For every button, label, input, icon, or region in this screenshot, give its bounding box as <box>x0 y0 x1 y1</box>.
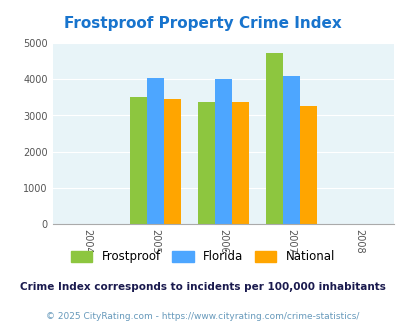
Bar <box>163 99 180 224</box>
Bar <box>265 53 282 224</box>
Legend: Frostproof, Florida, National: Frostproof, Florida, National <box>67 247 338 267</box>
Bar <box>214 79 231 224</box>
Bar <box>282 76 299 224</box>
Text: Frostproof Property Crime Index: Frostproof Property Crime Index <box>64 16 341 31</box>
Bar <box>231 102 248 224</box>
Bar <box>299 106 316 224</box>
Text: © 2025 CityRating.com - https://www.cityrating.com/crime-statistics/: © 2025 CityRating.com - https://www.city… <box>46 312 359 321</box>
Bar <box>129 97 146 224</box>
Bar <box>197 102 214 224</box>
Text: Crime Index corresponds to incidents per 100,000 inhabitants: Crime Index corresponds to incidents per… <box>20 282 385 292</box>
Bar <box>146 79 163 224</box>
